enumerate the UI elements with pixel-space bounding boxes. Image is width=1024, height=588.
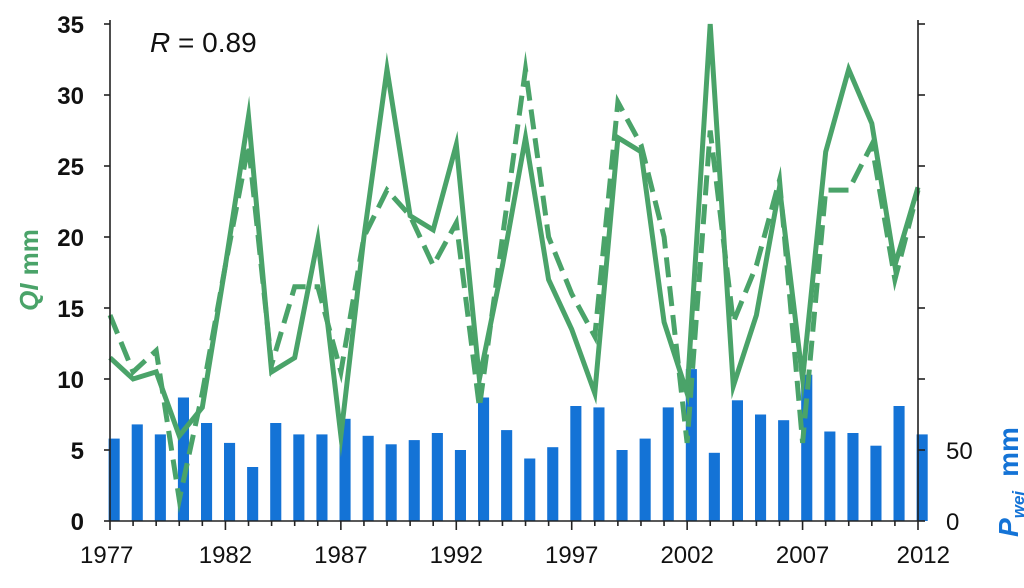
annotation-value: = 0.89 [170,27,256,58]
precipitation-bar [685,369,697,521]
precipitation-bar [454,450,466,521]
precipitation-bar [893,406,905,521]
precipitation-bar [639,438,651,521]
precipitation-bar [778,420,790,521]
right-axis-label-sub: wei [1009,490,1024,519]
precipitation-bar [385,444,397,521]
precipitation-bar [201,423,213,521]
left-tick-label: 15 [57,296,84,323]
right-axis-label: Pwei mm [993,427,1024,537]
x-tick-label: 1997 [545,542,598,569]
precipitation-bar [224,442,236,521]
left-tick-label: 35 [57,12,84,39]
precipitation-bar [731,400,743,521]
left-axis-label: QI mm [14,229,44,311]
precipitation-bar [801,374,813,521]
line-series [107,23,921,514]
precipitation-bar [916,434,928,521]
right-axis-label-unit: mm [993,427,1024,477]
precipitation-bar [824,431,836,521]
precipitation-bar [108,438,120,521]
x-tick-label: 2002 [660,542,713,569]
left-axis-label-var: QI [14,283,44,311]
precipitation-bar [177,397,189,521]
solid-line-series [108,23,921,458]
precipitation-bar [847,433,859,521]
precipitation-bar [408,440,420,521]
left-tick-label: 20 [57,225,84,252]
precipitation-bar [316,434,328,521]
precipitation-bar [501,430,513,521]
precipitation-bar [478,397,490,521]
precipitation-bar [662,407,674,521]
precipitation-bar [870,445,882,521]
bar-series [108,369,928,521]
precipitation-bar [362,435,374,521]
precipitation-bar [593,407,605,521]
precipitation-bar [755,414,767,521]
precipitation-bar [339,418,351,521]
x-tick-label: 1977 [80,542,133,569]
left-tick-label: 25 [57,154,84,181]
precipitation-bar [293,434,305,521]
x-tick-label: 2007 [776,542,829,569]
x-tick-label: 1987 [314,542,367,569]
left-axis-label-unit: mm [14,229,44,275]
correlation-annotation: R = 0.89 [150,27,257,58]
precipitation-bar [431,433,443,521]
precipitation-bar [524,458,536,521]
right-tick-label: 50 [946,438,973,465]
left-tick-label: 30 [57,83,84,110]
annotation-variable: R [150,27,170,58]
precipitation-bar [270,423,282,521]
dashed-line-series [107,51,921,514]
precipitation-bar [131,424,143,521]
precipitation-bar [616,450,628,521]
left-tick-label: 0 [71,509,84,536]
precipitation-bar [154,434,166,521]
right-axis-label-var: P [993,518,1024,537]
axes: 0 5 10 15 20 25 30 35 0 50 1977 1982 1987 1992 1997 200… [57,12,972,569]
left-tick-label: 10 [57,367,84,394]
x-tick-label: 2012 [897,542,950,569]
precipitation-bar [247,467,259,521]
right-tick-label: 0 [946,509,959,536]
precipitation-bar [547,447,559,521]
precipitation-bar [708,452,720,521]
x-tick-label: 1992 [430,542,483,569]
precipitation-bar [570,406,582,521]
x-tick-label: 1982 [199,542,252,569]
left-tick-label: 5 [71,438,84,465]
